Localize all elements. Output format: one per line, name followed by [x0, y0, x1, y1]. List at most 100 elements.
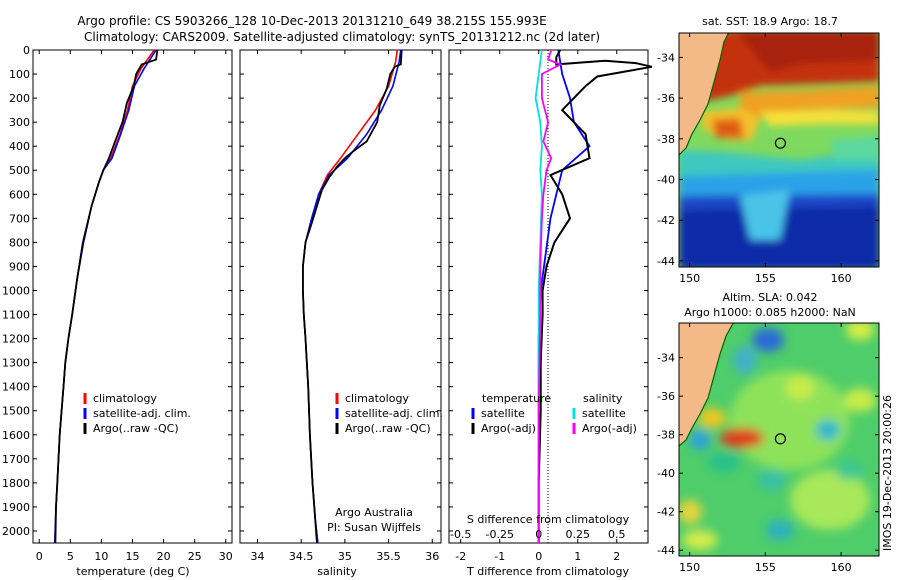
y-tick-label: -42	[657, 214, 675, 227]
y-tick-label: 700	[9, 212, 30, 225]
y-tick-label: 400	[9, 140, 30, 153]
y-tick-label: 1300	[2, 357, 30, 370]
x-tick-label: 35.5	[376, 550, 401, 563]
difference-series	[534, 49, 653, 543]
y-tick-label: -38	[657, 429, 675, 442]
x-tick-label: 0	[535, 550, 542, 563]
legend-label: climatology	[93, 392, 157, 405]
x-tick-label: -1	[494, 550, 505, 563]
y-tick-label: -36	[657, 92, 675, 105]
sla-map-frame	[678, 322, 880, 557]
x-tick-label: 160	[831, 561, 852, 574]
y-tick-label: 0	[23, 44, 30, 57]
x-tick-label: 5	[67, 550, 74, 563]
y-tick-label: -42	[657, 506, 675, 519]
y-tick-label: 900	[9, 260, 30, 273]
y-tick-label: -36	[657, 390, 675, 403]
salinity-x-axis: 34 34.5 35 35.5 36	[240, 49, 441, 563]
y-tick-label: 1600	[2, 429, 30, 442]
y-tick-label: 300	[9, 116, 30, 129]
x-tick-label: 155	[755, 561, 776, 574]
y-tick-label: 2000	[2, 525, 30, 538]
sla-map-title-2: Argo h1000: 0.085 h2000: NaN	[684, 306, 856, 319]
difference-legend: temperature salinity satellite Argo(-adj) sa…	[471, 392, 637, 435]
y-tick-label: 800	[9, 236, 30, 249]
salinity-legend: climatology satellite-adj. clim. Argo(..ra…	[335, 392, 443, 435]
difference-x-axis: -2 -1 0 1 2	[449, 49, 648, 563]
temperature-x-label: temperature (deg C)	[76, 565, 189, 578]
salinity-profile-panel: 34 34.5 35 35.5 36 climatology satellite-adj.…	[239, 49, 443, 578]
temperature-profile-panel: 0100200300400500600700800900100011001200…	[2, 44, 233, 578]
sla-coastline	[679, 323, 735, 447]
sla-map-title-1: Altim. SLA: 0.042	[722, 291, 817, 304]
imos-date-caption: IMOS 19-Dec-2013 20:00:26	[881, 395, 894, 551]
sla-map-axes: 150 155 160 -34 -36 -38 -40 -42 -44	[657, 323, 879, 574]
x-tick-label: 30	[219, 550, 233, 563]
sla-field	[679, 323, 879, 556]
sst-map-frame	[678, 32, 880, 268]
temperature-plot-frame	[32, 49, 233, 544]
t-difference-label: T difference from climatology	[466, 565, 629, 578]
s-tick-label: -0.5	[450, 528, 471, 541]
x-tick-label: 20	[157, 550, 171, 563]
x-tick-label: 15	[126, 550, 140, 563]
y-tick-label: -40	[657, 467, 675, 480]
temperature-series	[54, 49, 159, 544]
x-tick-label: 34.5	[289, 550, 314, 563]
x-tick-label: 36	[425, 550, 439, 563]
x-tick-label: 34	[250, 550, 264, 563]
y-tick-label: 500	[9, 164, 30, 177]
y-tick-label: -34	[657, 51, 675, 64]
x-tick-label: 35	[338, 550, 352, 563]
sst-map-title: sat. SST: 18.9 Argo: 18.7	[702, 15, 838, 28]
difference-profile-panel: -2 -1 0 1 2 temperature salinity satellite Argo…	[448, 49, 653, 578]
difference-line-1	[537, 49, 653, 543]
legend-label: Argo(..raw -QC)	[345, 422, 431, 435]
sst-map-panel: sat. SST: 18.9 Argo: 18.7 150 155 160 -34	[657, 15, 880, 285]
sst-field	[679, 33, 879, 267]
legend-label: satellite	[582, 407, 626, 420]
s-tick-label: -0.25	[485, 528, 513, 541]
legend-salinity-title: salinity	[583, 392, 623, 405]
x-tick-label: -2	[455, 550, 466, 563]
legend-label: climatology	[345, 392, 409, 405]
y-tick-label: 1900	[2, 501, 30, 514]
legend-temperature-title: temperature	[482, 392, 551, 405]
x-tick-label: 150	[679, 272, 700, 285]
pi-name-label: PI: Susan Wijffels	[327, 521, 421, 534]
y-tick-label: 100	[9, 68, 30, 81]
x-tick-label: 25	[188, 550, 202, 563]
series-line-2	[301, 49, 403, 544]
salinity-plot-frame	[239, 49, 442, 544]
y-tick-label: 1000	[2, 284, 30, 297]
salinity-series	[301, 49, 403, 544]
y-tick-label: 1700	[2, 453, 30, 466]
legend-label: satellite	[481, 407, 525, 420]
argo-float-marker	[774, 137, 787, 149]
legend-label: Argo(-adj)	[582, 422, 637, 435]
x-tick-label: 0	[36, 550, 43, 563]
y-tick-label: 1400	[2, 381, 30, 394]
temperature-x-axis: 0 5 10 15 20 25 30	[36, 50, 233, 563]
sst-coastline	[679, 33, 730, 156]
title-line-2: Climatology: CARS2009. Satellite-adjuste…	[84, 30, 600, 44]
sst-land	[679, 33, 729, 155]
x-tick-label: 1	[574, 550, 581, 563]
x-tick-label: 150	[679, 561, 700, 574]
series-line-2	[54, 49, 159, 544]
y-tick-label: 200	[9, 92, 30, 105]
title-line-1: Argo profile: CS 5903266_128 10-Dec-2013…	[77, 14, 546, 28]
y-tick-label: 1100	[2, 309, 30, 322]
temperature-legend: climatology satellite-adj. clim. Argo(..ra…	[83, 392, 191, 435]
argo-australia-label: Argo Australia	[335, 506, 413, 519]
s-difference-label: S difference from climatology	[467, 513, 630, 526]
legend-label: satellite-adj. clim.	[345, 407, 443, 420]
legend-label: Argo(-adj)	[481, 422, 536, 435]
y-tick-label: 600	[9, 188, 30, 201]
argo-float-marker-sla	[774, 433, 787, 445]
sla-map-panel: Altim. SLA: 0.042 Argo h1000: 0.085 h200…	[657, 291, 880, 574]
salinity-x-label: salinity	[317, 565, 357, 578]
legend-label: satellite-adj. clim.	[93, 407, 191, 420]
x-tick-label: 10	[94, 550, 108, 563]
